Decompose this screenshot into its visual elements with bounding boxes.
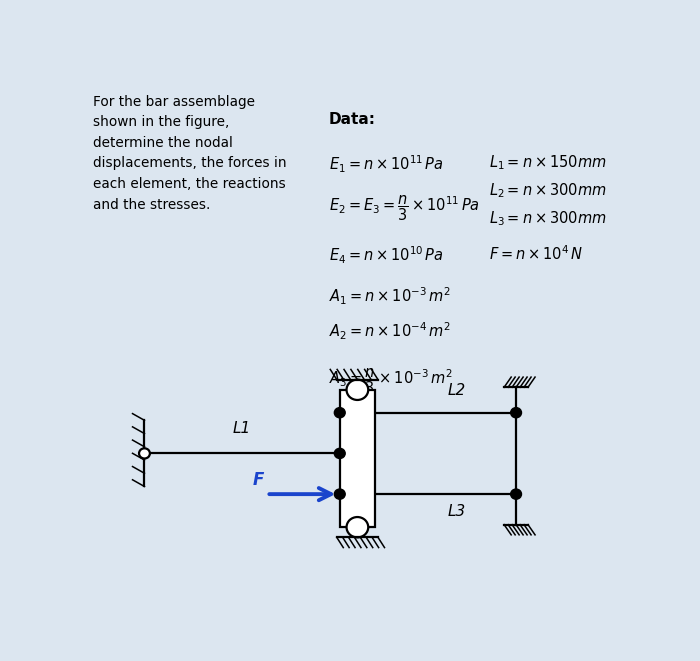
Text: $F = n\times10^4\,N$: $F = n\times10^4\,N$ [489, 245, 583, 264]
Bar [340, 390, 375, 527]
Text: L3: L3 [447, 504, 466, 519]
Circle shape [346, 517, 368, 537]
Circle shape [335, 448, 345, 459]
Text: $E_2 = E_3 = \dfrac{n}{3}\times10^{11}\,Pa$: $E_2 = E_3 = \dfrac{n}{3}\times10^{11}\,… [329, 194, 480, 223]
Circle shape [346, 379, 368, 400]
Circle shape [335, 489, 345, 499]
Text: $L_3 = n\times300mm$: $L_3 = n\times300mm$ [489, 209, 607, 228]
Text: $A_3 = \dfrac{n}{3}\times10^{-3}\,m^2$: $A_3 = \dfrac{n}{3}\times10^{-3}\,m^2$ [329, 367, 453, 397]
Text: L2: L2 [447, 383, 466, 399]
Text: $A_1 = n\times10^{-3}\,m^2$: $A_1 = n\times10^{-3}\,m^2$ [329, 286, 451, 307]
Text: $L_2 = n\times300mm$: $L_2 = n\times300mm$ [489, 181, 607, 200]
Text: For the bar assemblage
shown in the figure,
determine the nodal
displacements, t: For the bar assemblage shown in the figu… [93, 95, 286, 212]
Text: F: F [253, 471, 264, 489]
Circle shape [511, 489, 522, 499]
Circle shape [335, 408, 345, 418]
Text: $L_1 = n\times150mm$: $L_1 = n\times150mm$ [489, 153, 607, 172]
Text: $A_2 = n\times10^{-4}\,m^2$: $A_2 = n\times10^{-4}\,m^2$ [329, 321, 451, 342]
Text: L1: L1 [233, 420, 251, 436]
Circle shape [139, 448, 150, 459]
Text: Data:: Data: [329, 112, 376, 128]
Text: $E_4 = n\times10^{10}\,Pa$: $E_4 = n\times10^{10}\,Pa$ [329, 245, 444, 266]
Circle shape [511, 408, 522, 418]
Text: $E_1 = n\times10^{11}\,Pa$: $E_1 = n\times10^{11}\,Pa$ [329, 153, 444, 175]
